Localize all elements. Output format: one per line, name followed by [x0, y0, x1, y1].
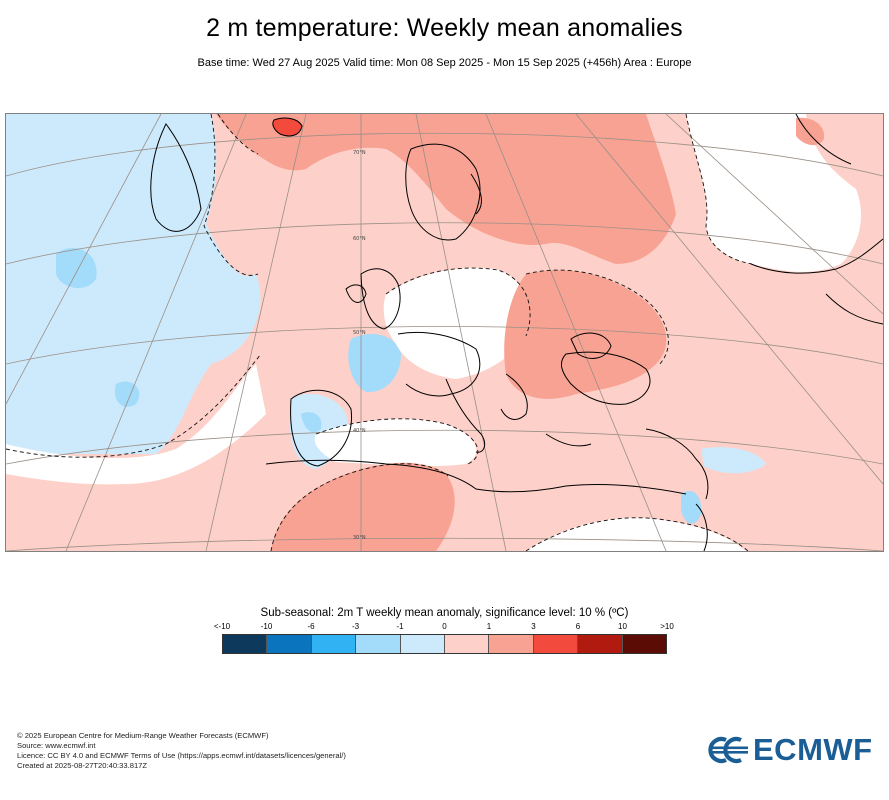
- graticule-labels: 70°N 60°N 50°N 40°N 30°N: [353, 150, 366, 541]
- warm-region-north: [216, 114, 676, 264]
- ecmwf-logo-text: ECMWF: [753, 732, 873, 767]
- legend-color-bin: [400, 635, 446, 653]
- legend-tick: 3: [531, 622, 536, 631]
- cooler-patch-iberia: [301, 412, 322, 433]
- graticule-label-50: 50°N: [353, 330, 366, 336]
- chart-subtitle: Base time: Wed 27 Aug 2025 Valid time: M…: [197, 57, 692, 69]
- legend-tick: >10: [660, 622, 674, 631]
- graticule-label-40: 40°N: [353, 428, 366, 434]
- legend-tick: 6: [575, 622, 581, 631]
- neutral-band-atlantic: [6, 364, 266, 485]
- ecmwf-logo: ECMWF: [706, 732, 876, 767]
- legend-tick: 10: [618, 622, 627, 631]
- legend-color-bin: [311, 635, 357, 653]
- graticule-label-30: 30°N: [353, 535, 366, 541]
- legend-color-bin: [267, 635, 312, 653]
- legend-color-bin: [489, 635, 534, 653]
- footer-licence: Licence: CC BY 4.0 and ECMWF Terms of Us…: [17, 751, 346, 760]
- legend-color-bin: [622, 635, 667, 653]
- cool-region-france: [348, 334, 401, 393]
- hot-spot-svalbard: [272, 118, 302, 136]
- cool-region-atlantic: [6, 114, 261, 454]
- footer: © 2025 European Centre for Medium-Range …: [17, 731, 346, 771]
- legend-color-bin: [356, 635, 401, 653]
- legend-color-bin: [533, 635, 579, 653]
- legend-title: Sub-seasonal: 2m T weekly mean anomaly, …: [260, 607, 629, 619]
- map-canvas: 70°N 60°N 50°N 40°N 30°N: [6, 114, 883, 551]
- legend-colorbar: [222, 634, 667, 654]
- footer-source: Source: www.ecmwf.int: [17, 741, 96, 750]
- graticule-label-70: 70°N: [353, 150, 366, 156]
- legend-color-bin: [223, 635, 268, 653]
- legend-tick: <-10: [213, 622, 231, 631]
- warm-region-africa: [271, 462, 455, 551]
- graticule: [6, 114, 883, 551]
- cooler-patch-atlantic: [56, 248, 97, 289]
- legend-color-bin: [445, 635, 490, 653]
- legend-tick: -10: [260, 622, 273, 631]
- legend-tick: 0: [442, 622, 447, 631]
- legend-tick: 1: [486, 622, 492, 631]
- legend-tick: -1: [396, 622, 404, 631]
- cool-patch-middle-east: [681, 490, 702, 524]
- warm-patch-northeast: [796, 117, 825, 146]
- legend-color-bin: [578, 635, 623, 653]
- neutral-region-northeast: [686, 114, 861, 272]
- coastlines: [150, 114, 883, 551]
- significance-contours: [6, 114, 753, 551]
- footer-copyright: © 2025 European Centre for Medium-Range …: [17, 731, 269, 740]
- legend-tick: -3: [351, 622, 360, 631]
- legend-tick: -6: [307, 622, 315, 631]
- ecmwf-logo-icon: [708, 736, 748, 764]
- cool-patch-southeast: [701, 447, 766, 474]
- footer-created: Created at 2025-08-27T20:40:33.817Z: [17, 761, 148, 770]
- warm-region-east: [504, 270, 667, 399]
- neutral-region-central-europe: [383, 267, 530, 379]
- legend-ticks: <-10 -10 -6 -3 -1 0 1 3 6 10 >10: [214, 622, 674, 634]
- anomaly-map: 70°N 60°N 50°N 40°N 30°N: [5, 113, 884, 552]
- graticule-label-60: 60°N: [353, 236, 366, 242]
- neutral-region-southeast: [526, 517, 746, 551]
- chart-title: 2 m temperature: Weekly mean anomalies: [206, 14, 683, 42]
